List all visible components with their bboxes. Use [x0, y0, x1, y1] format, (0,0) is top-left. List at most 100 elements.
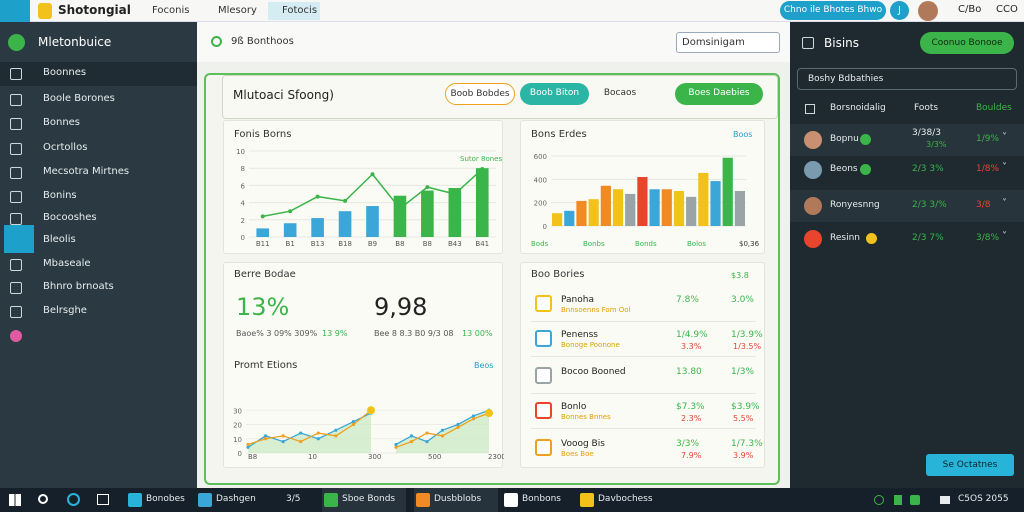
- menu-item[interactable]: Boonnes: [0, 62, 197, 86]
- line-point: [452, 192, 457, 196]
- line-point: [351, 422, 356, 427]
- taskbar-item[interactable]: Davbochess: [578, 488, 662, 512]
- footer-button[interactable]: Se Octatnes: [926, 454, 1014, 476]
- row-sub: Bonoge Poonone: [561, 341, 620, 349]
- menu-item[interactable]: Mbaseale: [0, 253, 197, 277]
- row-value: 2/3 3/%: [912, 200, 947, 210]
- cortana[interactable]: [67, 493, 80, 506]
- row-value: 3/8%: [976, 233, 1000, 243]
- x-label: Bonbs: [583, 240, 605, 248]
- row-icon: [535, 367, 552, 384]
- row-name: Bopnu: [830, 134, 859, 144]
- menu-item[interactable]: Bleolis: [0, 225, 197, 253]
- panel-button[interactable]: Bocaos: [603, 88, 637, 98]
- menu[interactable]: CCO: [996, 4, 1018, 15]
- taskbar-label: Dusbblobs: [434, 494, 482, 504]
- card-title: Fonis Borns: [234, 129, 292, 140]
- avatar-initial[interactable]: J: [890, 1, 909, 20]
- task-view[interactable]: [97, 494, 109, 505]
- menu-icon: [10, 191, 22, 203]
- filter[interactable]: Boshy Bdbathies: [797, 68, 1017, 90]
- status[interactable]: C/Bo: [958, 4, 982, 15]
- taskbar-item[interactable]: Bonbons: [502, 488, 586, 512]
- row-value: 3/3%: [676, 439, 700, 449]
- x-tick-label: 10: [308, 453, 317, 461]
- row-chevron: ˅: [1002, 198, 1007, 209]
- start-button[interactable]: [9, 494, 21, 506]
- card-total: $3.8: [731, 271, 749, 280]
- table-row[interactable]: Ronyesnng 2/3 3/% 3/8 ˅: [790, 190, 1024, 222]
- tab[interactable]: Mlesory: [204, 2, 264, 20]
- panel-button[interactable]: Boob Bobdes: [445, 83, 515, 105]
- app-icon: [504, 493, 518, 507]
- bar: [564, 210, 575, 226]
- menu-label: Bonins: [43, 190, 77, 201]
- panel-button[interactable]: Boes Daebies: [675, 83, 763, 105]
- kpi: 9,98: [374, 293, 428, 321]
- row-divider: [531, 356, 756, 357]
- menu-item[interactable]: Belrsghe: [0, 300, 197, 324]
- panel-button[interactable]: Boob Biton: [520, 83, 589, 105]
- app-icon: [324, 493, 338, 507]
- row-avatar: [804, 131, 822, 149]
- line-point: [367, 406, 375, 415]
- taskbar-item[interactable]: Dashgen: [196, 488, 280, 512]
- table-row[interactable]: Bopnu 3/38/3 3/3% 1/9% ˅: [790, 124, 1024, 156]
- bar: [256, 228, 270, 237]
- row-value: 1/7.3%: [731, 439, 763, 449]
- row-name: Beons: [830, 164, 858, 174]
- bar: [722, 157, 733, 226]
- line-point: [334, 434, 338, 438]
- right-button[interactable]: Coonuo Bonooe: [920, 32, 1014, 54]
- menu-item[interactable]: Bonins: [0, 185, 197, 209]
- y-tick-label: 0: [238, 450, 242, 458]
- menu-item[interactable]: Bonnes: [0, 112, 197, 136]
- taskbar-item[interactable]: Sboe Bonds: [322, 488, 406, 512]
- tray-icon: [910, 495, 920, 505]
- line-point: [471, 414, 476, 418]
- taskbar-item[interactable]: 3/5: [284, 488, 314, 512]
- x-tick-label: B11: [256, 240, 270, 248]
- tab[interactable]: Foconis: [138, 2, 198, 20]
- row-avatar: [804, 230, 822, 248]
- section-link[interactable]: Beos: [474, 361, 494, 370]
- menu-item[interactable]: Boole Borones: [0, 88, 197, 112]
- line-point: [480, 167, 485, 172]
- line-point: [299, 431, 303, 435]
- row-divider: [531, 393, 756, 394]
- bar: [311, 218, 324, 237]
- tab[interactable]: Fotocis: [268, 2, 320, 20]
- search[interactable]: Domsinigam: [676, 32, 780, 53]
- line-point: [425, 185, 430, 190]
- menu-item[interactable]: Ocrtollos: [0, 137, 197, 161]
- menu-item[interactable]: Mecsotra Mirtnes: [0, 161, 197, 185]
- search-icon[interactable]: [38, 494, 48, 504]
- menu-item[interactable]: Bhnro brnoats: [0, 276, 197, 300]
- taskbar-item[interactable]: Dusbblobs: [414, 488, 498, 512]
- taskbar-item[interactable]: Bonobes: [126, 488, 210, 512]
- table-row[interactable]: Resinn 2/3 7% 3/8% ˅: [790, 223, 1024, 255]
- menu-icon: [10, 282, 22, 294]
- tray-clock: C5OS 2055: [958, 494, 1009, 504]
- x-label: Bods: [531, 240, 549, 248]
- taskbar-label: Bonbons: [522, 494, 561, 504]
- row-value: 3/3%: [926, 140, 947, 149]
- line-point: [409, 440, 414, 444]
- action-button[interactable]: Chno ile Bhotes Bhwo: [780, 1, 886, 20]
- workspace[interactable]: 9ß Bonthoos: [231, 36, 294, 47]
- x-tick-label: 2300: [488, 453, 504, 461]
- taskbar-label: Davbochess: [598, 494, 653, 504]
- table-row[interactable]: Beons 2/3 3% 1/8% ˅: [790, 154, 1024, 186]
- taskbar-label: 3/5: [286, 494, 301, 504]
- bar: [576, 200, 587, 226]
- row-name: Resinn: [830, 233, 860, 243]
- logo: [8, 34, 25, 51]
- line-point: [440, 428, 445, 432]
- tray-icon: [894, 495, 902, 505]
- row-value: 1/4.9%: [676, 330, 708, 340]
- menu-item[interactable]: Bocooshes: [0, 207, 197, 231]
- card-link[interactable]: Boos: [733, 130, 753, 139]
- toolbar: 9ß Bonthoos Domsinigam: [197, 22, 790, 62]
- row-avatar: [804, 197, 822, 215]
- sidebar: Mletonbuice Boonnes Boole Borones Bonnes Ocr…: [0, 22, 197, 488]
